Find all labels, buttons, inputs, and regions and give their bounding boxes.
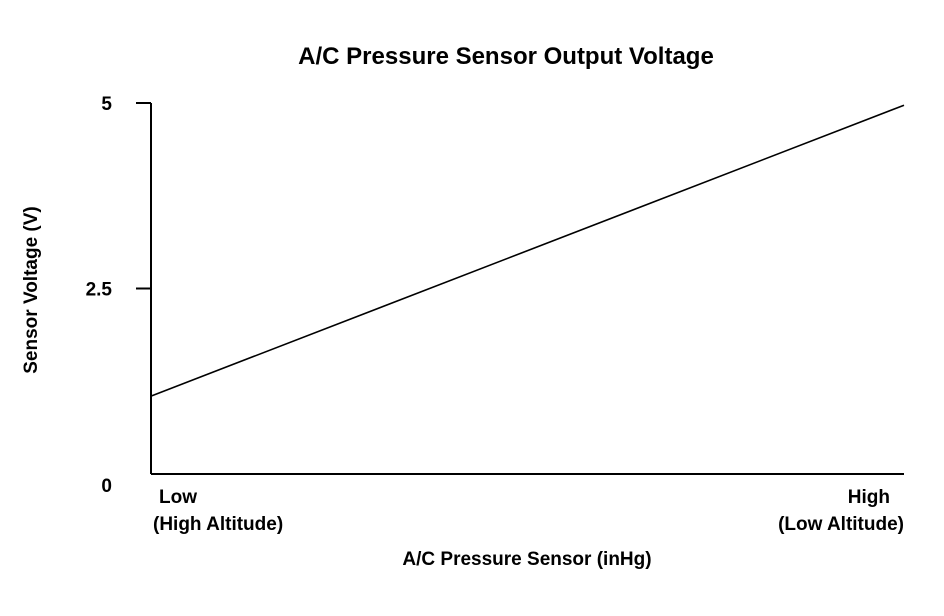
y-tick-label: 5	[101, 94, 112, 115]
x-tick-label-line: High	[848, 487, 890, 508]
x-tick-label-line: Low	[159, 487, 197, 508]
y-ticks: 02.55	[86, 94, 151, 497]
series-line	[150, 104, 905, 397]
chart-title: A/C Pressure Sensor Output Voltage	[298, 43, 714, 70]
x-tick-label: High (Low Altitude)	[778, 487, 904, 535]
x-axis-label: A/C Pressure Sensor (inHg)	[402, 549, 651, 570]
x-tick-label-line: (Low Altitude)	[778, 514, 904, 535]
x-tick-label: Low (High Altitude)	[153, 487, 283, 535]
x-ticks: Low (High Altitude) High (Low Altitude)	[153, 487, 904, 535]
y-tick-label: 2.5	[86, 280, 113, 301]
plot-area	[150, 104, 905, 397]
y-axis-label: Sensor Voltage (V)	[21, 206, 42, 374]
y-tick-label: 0	[101, 476, 112, 497]
x-tick-label-line: (High Altitude)	[153, 514, 283, 535]
